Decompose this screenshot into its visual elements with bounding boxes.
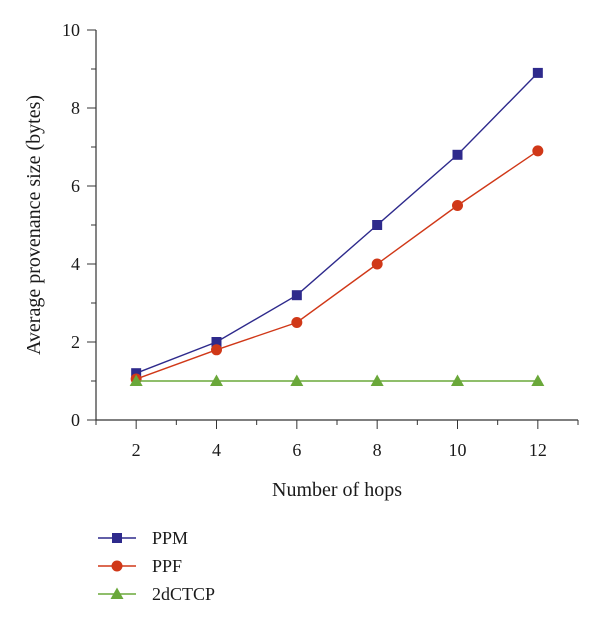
data-point-2dctcp bbox=[210, 374, 223, 386]
data-point-ppm bbox=[452, 149, 463, 160]
x-tick-label: 12 bbox=[529, 440, 547, 460]
legend-item-ppf: PPF bbox=[98, 556, 182, 576]
data-point-ppm bbox=[131, 368, 142, 379]
x-axis-title: Number of hops bbox=[272, 479, 402, 501]
axes bbox=[95, 30, 578, 421]
x-ticks: 2 4 6 8 10 12 bbox=[95, 420, 579, 460]
y-tick-label: 2 bbox=[71, 332, 80, 352]
data-point-ppm bbox=[532, 67, 543, 78]
data-point-ppf bbox=[452, 200, 463, 211]
legend-label-2dctcp: 2dCTCP bbox=[152, 584, 215, 604]
data-point-2dctcp bbox=[370, 374, 384, 386]
x-tick-label: 4 bbox=[212, 440, 221, 460]
y-tick-label: 8 bbox=[71, 98, 80, 118]
y-tick-label: 6 bbox=[71, 176, 80, 196]
legend-marker-ppf bbox=[111, 560, 123, 572]
data-point-ppf bbox=[532, 145, 544, 157]
data-point-2dctcp bbox=[451, 374, 464, 386]
legend-marker-2dctcp bbox=[110, 587, 124, 599]
data-point-ppf bbox=[291, 317, 303, 328]
series-2dctcp bbox=[129, 374, 545, 386]
data-point-ppm bbox=[372, 220, 383, 230]
data-point-2dctcp bbox=[129, 374, 143, 386]
y-tick-label: 10 bbox=[62, 20, 80, 40]
x-tick-label: 10 bbox=[449, 440, 467, 460]
x-tick-label: 2 bbox=[132, 440, 141, 460]
legend-label-ppf: PPF bbox=[152, 556, 182, 576]
data-point-ppm bbox=[291, 290, 302, 301]
x-tick-label: 6 bbox=[292, 440, 301, 460]
data-point-ppf bbox=[371, 258, 383, 270]
legend-item-ppm: PPM bbox=[98, 528, 188, 548]
data-point-ppm bbox=[211, 337, 222, 347]
y-tick-label: 4 bbox=[71, 254, 80, 274]
legend-item-2dctcp: 2dCTCP bbox=[98, 584, 215, 604]
series-ppf bbox=[130, 145, 544, 385]
y-tick-label: 0 bbox=[71, 410, 80, 430]
series-line-ppf bbox=[135, 150, 539, 380]
legend: PPM PPF 2dCTCP bbox=[98, 528, 215, 604]
y-axis-title: Average provenance size (bytes) bbox=[23, 95, 45, 355]
series-line-ppm bbox=[135, 72, 539, 374]
data-point-2dctcp bbox=[290, 374, 304, 386]
y-ticks: 0 2 4 6 8 10 bbox=[62, 20, 96, 430]
data-point-ppf bbox=[211, 344, 222, 356]
legend-label-ppm: PPM bbox=[152, 528, 188, 548]
series-ppm bbox=[131, 67, 543, 379]
x-tick-label: 8 bbox=[373, 440, 382, 460]
data-point-2dctcp bbox=[531, 374, 545, 386]
legend-marker-ppm bbox=[112, 533, 122, 543]
series-layer bbox=[129, 67, 545, 386]
